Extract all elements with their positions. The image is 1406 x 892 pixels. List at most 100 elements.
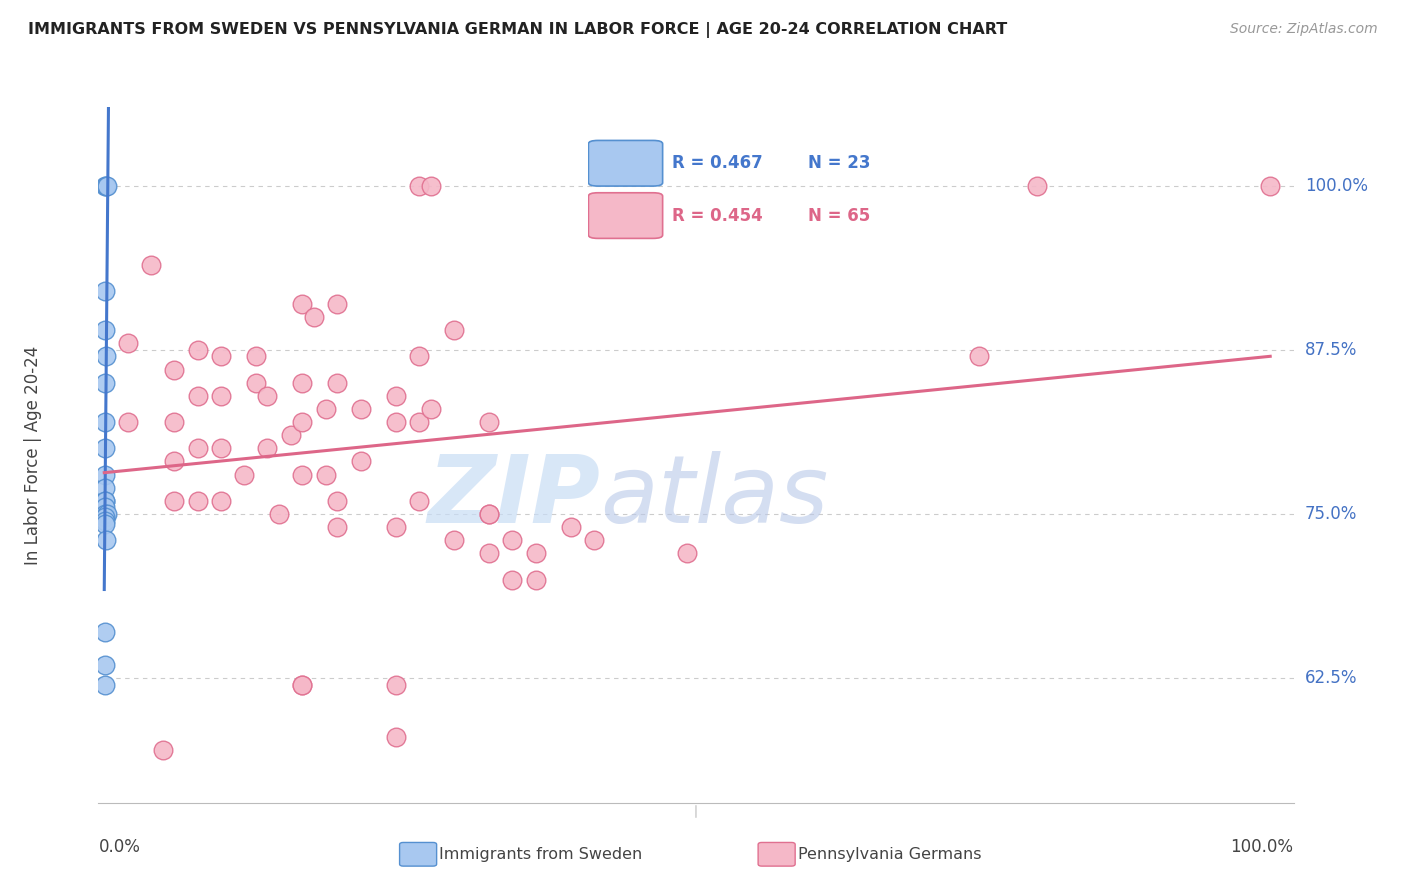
Point <box>1026 178 1049 193</box>
Point <box>163 362 186 376</box>
Text: Immigrants from Sweden: Immigrants from Sweden <box>439 847 643 863</box>
Point <box>256 389 278 403</box>
Point <box>94 533 117 548</box>
Point <box>209 389 232 403</box>
Point <box>582 533 605 548</box>
Point <box>302 310 325 324</box>
Point <box>676 546 699 560</box>
FancyBboxPatch shape <box>758 842 796 866</box>
Point <box>291 678 314 692</box>
Point <box>326 297 349 311</box>
Point <box>560 520 582 534</box>
Text: R = 0.467: R = 0.467 <box>672 154 763 172</box>
Point <box>315 401 337 416</box>
Point <box>94 500 117 515</box>
Text: In Labor Force | Age 20-24: In Labor Force | Age 20-24 <box>24 345 42 565</box>
Point <box>94 494 117 508</box>
Point <box>501 573 523 587</box>
Point <box>478 546 501 560</box>
Point <box>524 573 547 587</box>
Text: R = 0.454: R = 0.454 <box>672 207 763 225</box>
Point <box>280 428 302 442</box>
FancyBboxPatch shape <box>399 842 437 866</box>
Point <box>233 467 256 482</box>
Point <box>408 415 430 429</box>
Text: Source: ZipAtlas.com: Source: ZipAtlas.com <box>1230 22 1378 37</box>
FancyBboxPatch shape <box>588 140 662 186</box>
Point <box>245 376 267 390</box>
Text: 100.0%: 100.0% <box>1230 838 1294 855</box>
Point <box>209 494 232 508</box>
Point <box>94 678 117 692</box>
Point <box>94 178 117 193</box>
Point <box>94 481 117 495</box>
Point <box>94 517 117 532</box>
Text: 62.5%: 62.5% <box>1305 669 1357 687</box>
Point <box>186 343 208 357</box>
Point <box>94 323 117 337</box>
Point <box>291 678 314 692</box>
Point <box>315 467 337 482</box>
Point <box>94 514 117 528</box>
Text: N = 65: N = 65 <box>808 207 870 225</box>
Point <box>94 657 117 672</box>
Point <box>291 297 314 311</box>
FancyBboxPatch shape <box>588 193 662 238</box>
Point <box>384 389 406 403</box>
Point <box>163 454 186 468</box>
Point <box>209 350 232 364</box>
Point <box>419 178 441 193</box>
Text: 87.5%: 87.5% <box>1305 341 1357 359</box>
Point <box>186 442 208 456</box>
Point <box>967 350 990 364</box>
Point <box>326 376 349 390</box>
Point <box>96 178 118 193</box>
Point <box>291 376 314 390</box>
Point <box>350 401 373 416</box>
Text: atlas: atlas <box>600 451 828 542</box>
Point <box>291 415 314 429</box>
Point <box>94 350 117 364</box>
Point <box>501 533 523 548</box>
Point <box>419 401 441 416</box>
Point <box>152 743 174 757</box>
Point <box>94 467 117 482</box>
Point <box>408 350 430 364</box>
Point <box>94 178 117 193</box>
Point <box>326 494 349 508</box>
Point <box>163 494 186 508</box>
Point <box>245 350 267 364</box>
Point <box>94 376 117 390</box>
Point <box>478 507 501 521</box>
Point <box>163 415 186 429</box>
Point <box>408 178 430 193</box>
Point <box>291 467 314 482</box>
Point <box>96 507 118 521</box>
Point <box>94 442 117 456</box>
Point <box>186 494 208 508</box>
Point <box>524 546 547 560</box>
Text: N = 23: N = 23 <box>808 154 870 172</box>
Text: 100.0%: 100.0% <box>1305 177 1368 194</box>
Point <box>117 415 139 429</box>
Text: 75.0%: 75.0% <box>1305 505 1357 523</box>
Point <box>408 494 430 508</box>
Text: IMMIGRANTS FROM SWEDEN VS PENNSYLVANIA GERMAN IN LABOR FORCE | AGE 20-24 CORRELA: IMMIGRANTS FROM SWEDEN VS PENNSYLVANIA G… <box>28 22 1007 38</box>
Point <box>94 625 117 640</box>
Point <box>384 730 406 744</box>
Point <box>384 415 406 429</box>
Text: ZIP: ZIP <box>427 450 600 542</box>
Point <box>478 507 501 521</box>
Point <box>94 415 117 429</box>
Point <box>209 442 232 456</box>
Point <box>326 520 349 534</box>
Point <box>139 258 162 272</box>
Point <box>478 415 501 429</box>
Text: Pennsylvania Germans: Pennsylvania Germans <box>797 847 981 863</box>
Point <box>443 533 465 548</box>
Point <box>350 454 373 468</box>
Point <box>94 284 117 298</box>
Text: 0.0%: 0.0% <box>98 838 141 855</box>
Point <box>384 678 406 692</box>
Point <box>256 442 278 456</box>
